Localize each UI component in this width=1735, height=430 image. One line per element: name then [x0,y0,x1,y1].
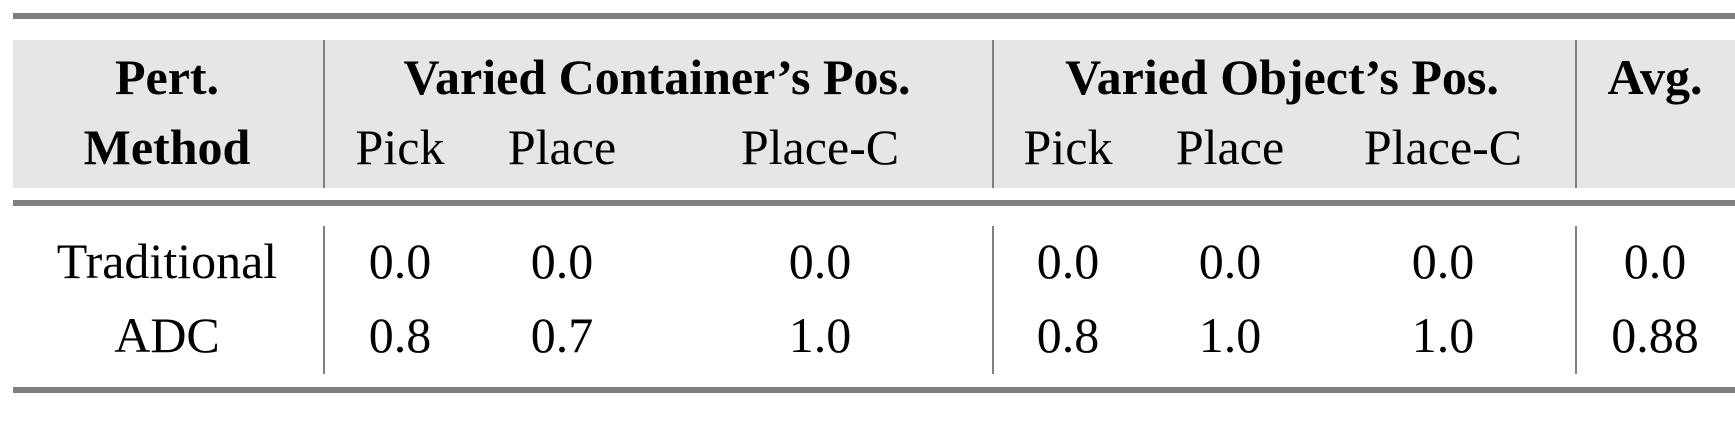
table-cell: 0.0 [530,233,594,289]
table-cell: 1.0 [1198,307,1262,363]
table-cell: 0.8 [1036,307,1100,363]
table-cell: 0.8 [368,307,432,363]
table-cell: 0.0 [1198,233,1262,289]
header-divider [992,40,994,188]
table-cell: 0.0 [368,233,432,289]
header-method-line1: Pert. [114,49,220,105]
mid-rule [13,200,1735,206]
header-avg: Avg. [1607,49,1703,105]
table-cell: 0.0 [1623,233,1687,289]
table-cell: 0.88 [1611,307,1699,363]
header-divider [323,40,325,188]
header-group-container: Varied Container’s Pos. [403,49,911,105]
table-cell: 0.0 [788,233,852,289]
subheader-place-c: Place-C [1363,119,1523,175]
row-method: ADC [114,307,220,363]
body-divider [992,226,994,374]
subheader-place: Place [1175,119,1285,175]
header-divider [1575,40,1577,188]
table-cell: 0.0 [1411,233,1475,289]
table-cell: 0.0 [1036,233,1100,289]
table-cell: 1.0 [788,307,852,363]
subheader-pick: Pick [1023,119,1113,175]
header-background [13,40,1735,188]
body-divider [323,226,325,374]
bottom-rule [13,387,1735,393]
table-cell: 1.0 [1411,307,1475,363]
body-divider [1575,226,1577,374]
table-cell: 0.7 [530,307,594,363]
header-method-line2: Method [83,119,251,175]
header-group-object: Varied Object’s Pos. [1065,49,1499,105]
subheader-place: Place [507,119,617,175]
subheader-place-c: Place-C [740,119,900,175]
row-method: Traditional [56,233,278,289]
top-rule [13,13,1735,19]
subheader-pick: Pick [355,119,445,175]
